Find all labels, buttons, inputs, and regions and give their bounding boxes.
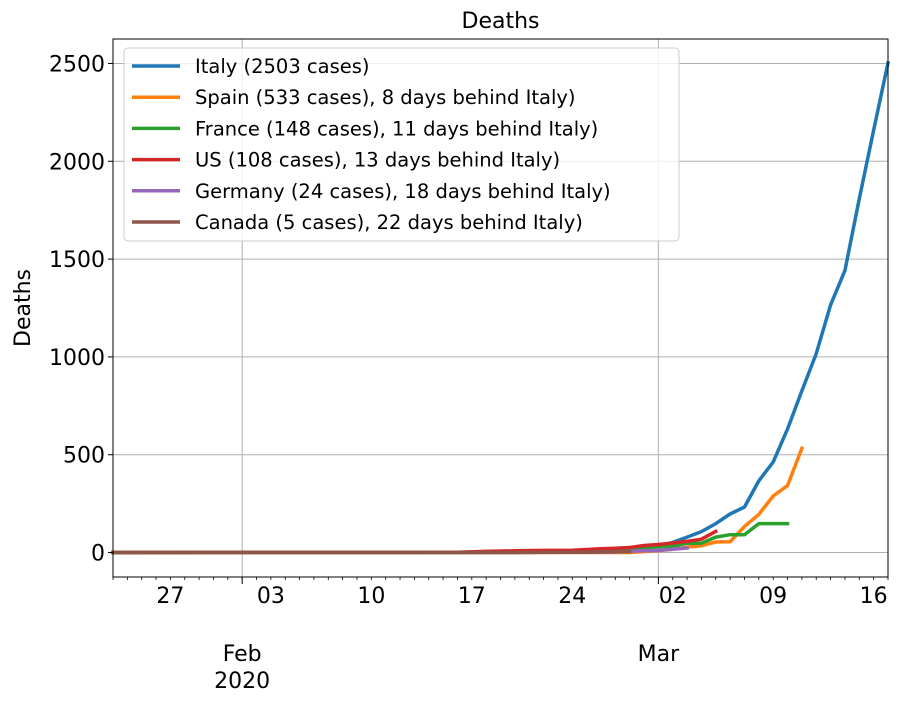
x-tick-label: 02 — [659, 584, 687, 609]
x-month-label: Feb — [223, 642, 262, 667]
x-month-label: Mar — [638, 642, 680, 667]
chart-title: Deaths — [462, 9, 540, 34]
y-tick-label: 0 — [91, 542, 105, 567]
axes: 0 500 1000 1500 2000 2500 27 03 10 17 24 02 09 16 Feb2… — [49, 52, 889, 694]
series-lines — [111, 60, 891, 555]
x-tick-label: 16 — [860, 584, 888, 609]
x-tick-label: 09 — [759, 584, 787, 609]
legend-box — [123, 47, 680, 242]
series-line-3 — [111, 529, 719, 555]
x-tick-label: 03 — [257, 584, 285, 609]
x-tick-label: 17 — [458, 584, 486, 609]
series-line-1 — [111, 446, 805, 555]
legend-label: Spain (533 cases), 8 days behind Italy) — [195, 86, 576, 109]
legend: Italy (2503 cases) Spain (533 cases), 8 d… — [123, 47, 680, 242]
x-tick-label: 10 — [357, 584, 385, 609]
legend-label: Germany (24 cases), 18 days behind Italy… — [195, 180, 611, 203]
y-tick-label: 2500 — [49, 52, 105, 77]
y-tick-label: 2000 — [49, 150, 105, 175]
y-axis-label: Deaths — [11, 269, 36, 347]
legend-label: US (108 cases), 13 days behind Italy) — [195, 149, 560, 172]
y-tick-label: 1500 — [49, 248, 105, 273]
legend-label: Italy (2503 cases) — [195, 55, 370, 78]
x-year-label: 2020 — [214, 669, 270, 694]
series-line-5 — [111, 549, 632, 555]
legend-label: France (148 cases), 11 days behind Italy… — [195, 117, 598, 140]
y-tick-label: 1000 — [49, 346, 105, 371]
x-tick-label: 27 — [156, 584, 184, 609]
legend-label: Canada (5 cases), 22 days behind Italy) — [195, 211, 583, 234]
x-tick-label: 24 — [558, 584, 586, 609]
y-tick-label: 500 — [63, 444, 105, 469]
